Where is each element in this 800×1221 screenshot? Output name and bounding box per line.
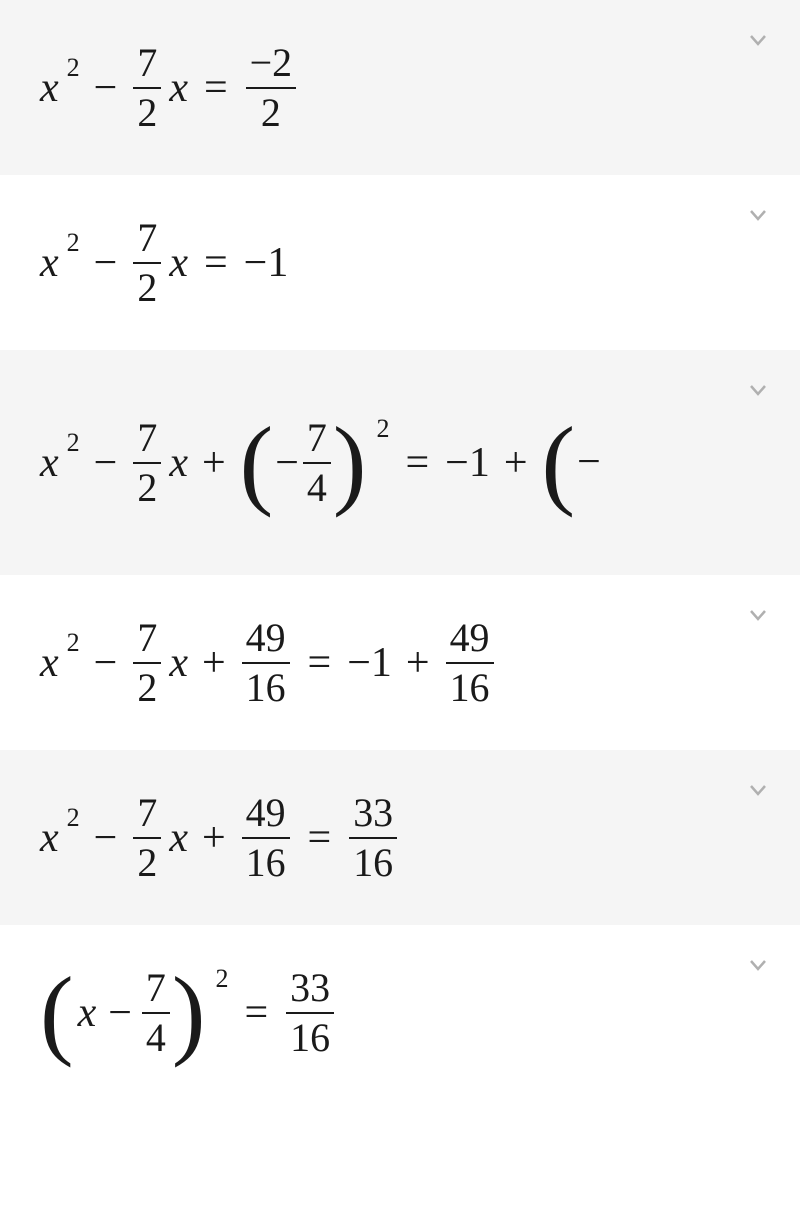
exponent: 2: [67, 53, 80, 83]
variable-x: x: [40, 814, 59, 862]
minus-op: −: [86, 239, 126, 287]
fraction-rhs: 33 16: [349, 789, 397, 887]
plus-op: +: [398, 639, 438, 687]
expand-chevron-icon[interactable]: [746, 953, 770, 977]
equation-content: x2 − 7 2 x = −2 2: [40, 39, 298, 137]
variable-x2: x: [169, 639, 188, 687]
neg-partial: −: [577, 438, 601, 486]
paren-exponent: 2: [215, 964, 228, 994]
minus-op: −: [86, 639, 126, 687]
equals-op: =: [298, 639, 342, 687]
variable-x: x: [40, 64, 59, 112]
equation-content: x2 − 7 2 x + 49 16 = 33 16: [40, 789, 399, 887]
plus-op: +: [194, 639, 234, 687]
expand-chevron-icon[interactable]: [746, 378, 770, 402]
equation-step-3: x2 − 7 2 x + 49 16 = −1 + 49 16: [0, 575, 800, 750]
equals-op: =: [234, 989, 278, 1037]
neg-sign: −: [275, 439, 299, 487]
equation-content: x2 − 7 2 x + ( − 7 4 ) 2 = −1 + ( −: [40, 414, 603, 512]
equation-content: x2 − 7 2 x = −1: [40, 214, 288, 312]
minus-op: −: [86, 64, 126, 112]
paren-exponent: 2: [376, 414, 389, 444]
exponent: 2: [67, 428, 80, 458]
expand-chevron-icon[interactable]: [746, 203, 770, 227]
rhs-neg1: −1: [347, 639, 392, 687]
paren-open-icon: (: [542, 427, 576, 498]
paren-group-partial: ( −: [542, 427, 603, 498]
minus-op: −: [100, 989, 140, 1037]
paren-open-icon: (: [240, 427, 274, 498]
fraction-7-2: 7 2: [133, 614, 161, 712]
fraction-49-16: 49 16: [242, 789, 290, 887]
fraction-49-16: 49 16: [242, 614, 290, 712]
equals-op: =: [395, 439, 439, 487]
equation-content: x2 − 7 2 x + 49 16 = −1 + 49 16: [40, 614, 496, 712]
plus-op: +: [194, 439, 234, 487]
rhs-neg1: −1: [445, 439, 490, 487]
fraction-7-2: 7 2: [133, 414, 161, 512]
plus-op: +: [496, 439, 536, 487]
equation-step-2: x2 − 7 2 x + ( − 7 4 ) 2 = −1 + ( −: [0, 350, 800, 575]
paren-close-icon: ): [172, 977, 206, 1048]
variable-x2: x: [169, 64, 188, 112]
equation-step-5: ( x − 7 4 ) 2 = 33 16: [0, 925, 800, 1100]
paren-group: ( − 7 4 ): [240, 414, 367, 512]
fraction-7-4: 7 4: [303, 414, 331, 512]
expand-chevron-icon[interactable]: [746, 28, 770, 52]
variable-x: x: [40, 239, 59, 287]
fraction-7-2: 7 2: [133, 214, 161, 312]
variable-x: x: [78, 989, 97, 1037]
expand-chevron-icon[interactable]: [746, 603, 770, 627]
rhs-value: −1: [244, 239, 289, 287]
expand-chevron-icon[interactable]: [746, 778, 770, 802]
paren-close-icon: ): [333, 427, 367, 498]
fraction-rhs: 49 16: [446, 614, 494, 712]
variable-x2: x: [169, 239, 188, 287]
exponent: 2: [67, 228, 80, 258]
variable-x: x: [40, 639, 59, 687]
equation-step-0: x2 − 7 2 x = −2 2: [0, 0, 800, 175]
fraction-rhs: −2 2: [246, 39, 296, 137]
exponent: 2: [67, 803, 80, 833]
minus-op: −: [86, 439, 126, 487]
fraction-7-2: 7 2: [133, 789, 161, 887]
equals-op: =: [298, 814, 342, 862]
variable-x2: x: [169, 814, 188, 862]
equation-step-1: x2 − 7 2 x = −1: [0, 175, 800, 350]
fraction-7-2: 7 2: [133, 39, 161, 137]
minus-op: −: [86, 814, 126, 862]
paren-group: ( x − 7 4 ): [40, 964, 205, 1062]
paren-open-icon: (: [40, 977, 74, 1048]
variable-x2: x: [169, 439, 188, 487]
exponent: 2: [67, 628, 80, 658]
variable-x: x: [40, 439, 59, 487]
fraction-rhs: 33 16: [286, 964, 334, 1062]
equation-step-4: x2 − 7 2 x + 49 16 = 33 16: [0, 750, 800, 925]
plus-op: +: [194, 814, 234, 862]
equals-op: =: [194, 239, 238, 287]
equals-op: =: [194, 64, 238, 112]
equation-content: ( x − 7 4 ) 2 = 33 16: [40, 964, 336, 1062]
fraction-7-4: 7 4: [142, 964, 170, 1062]
